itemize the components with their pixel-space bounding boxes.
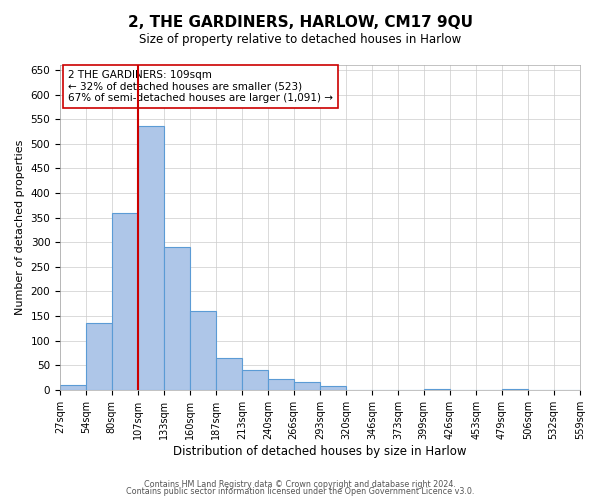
Text: 2, THE GARDINERS, HARLOW, CM17 9QU: 2, THE GARDINERS, HARLOW, CM17 9QU [128,15,473,30]
Bar [242,370,268,390]
Text: Contains HM Land Registry data © Crown copyright and database right 2024.: Contains HM Land Registry data © Crown c… [144,480,456,489]
Bar [138,126,164,390]
Text: Contains public sector information licensed under the Open Government Licence v3: Contains public sector information licen… [126,488,474,496]
Bar [293,382,320,390]
Bar [112,212,138,390]
X-axis label: Distribution of detached houses by size in Harlow: Distribution of detached houses by size … [173,444,467,458]
Bar [164,247,190,390]
Y-axis label: Number of detached properties: Number of detached properties [15,140,25,315]
Bar [320,386,346,390]
Bar [86,324,112,390]
Bar [217,358,242,390]
Text: 2 THE GARDINERS: 109sqm
← 32% of detached houses are smaller (523)
67% of semi-d: 2 THE GARDINERS: 109sqm ← 32% of detache… [68,70,333,103]
Bar [190,311,217,390]
Bar [60,385,86,390]
Text: Size of property relative to detached houses in Harlow: Size of property relative to detached ho… [139,32,461,46]
Bar [268,379,293,390]
